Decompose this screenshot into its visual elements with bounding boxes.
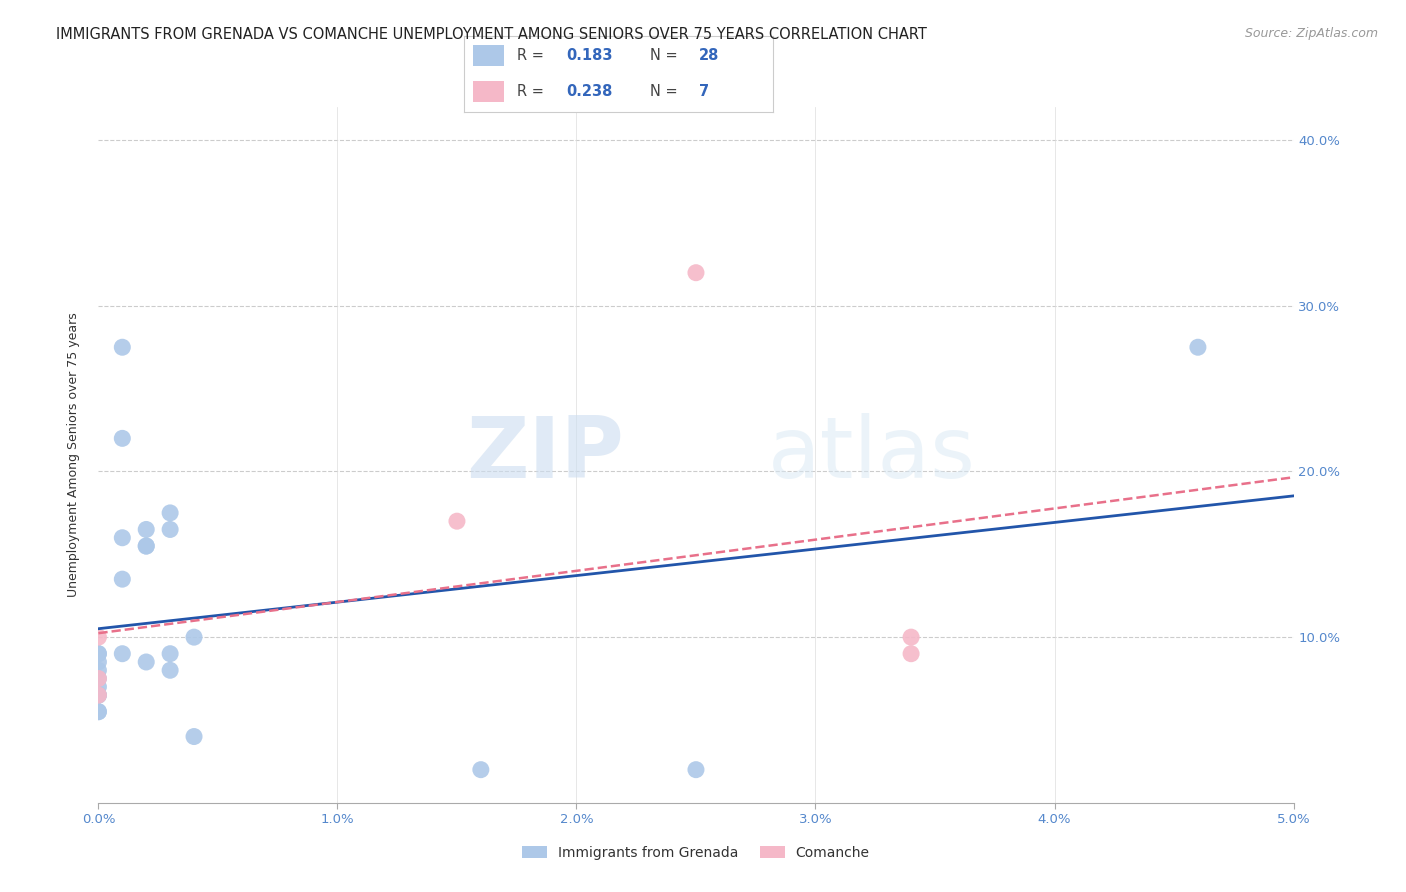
Point [183, 630, 205, 644]
Point [87, 647, 110, 661]
Point [159, 523, 181, 537]
Text: 28: 28 [699, 47, 720, 62]
Point [87, 688, 110, 702]
Text: IMMIGRANTS FROM GRENADA VS COMANCHE UNEMPLOYMENT AMONG SENIORS OVER 75 YEARS COR: IMMIGRANTS FROM GRENADA VS COMANCHE UNEM… [56, 27, 927, 42]
Point [135, 539, 157, 553]
Point [135, 539, 157, 553]
Text: N =: N = [650, 84, 682, 99]
Text: ZIP: ZIP [467, 413, 624, 497]
Text: R =: R = [516, 47, 548, 62]
Text: Source: ZipAtlas.com: Source: ZipAtlas.com [1244, 27, 1378, 40]
Point [470, 763, 492, 777]
Point [685, 266, 707, 280]
Point [159, 506, 181, 520]
Point [87, 630, 110, 644]
Text: N =: N = [650, 47, 682, 62]
Bar [474, 81, 505, 103]
Point [87, 705, 110, 719]
Legend: Immigrants from Grenada, Comanche: Immigrants from Grenada, Comanche [516, 840, 876, 865]
Text: 0.238: 0.238 [567, 84, 613, 99]
Point [87, 705, 110, 719]
Point [900, 630, 922, 644]
Point [111, 572, 134, 586]
Text: 0.183: 0.183 [567, 47, 613, 62]
Text: R =: R = [516, 84, 548, 99]
Point [87, 688, 110, 702]
Point [87, 672, 110, 686]
Point [900, 647, 922, 661]
Point [111, 431, 134, 445]
Point [685, 763, 707, 777]
Point [87, 672, 110, 686]
Point [111, 531, 134, 545]
Point [111, 340, 134, 354]
Point [159, 647, 181, 661]
Point [111, 647, 134, 661]
Point [87, 680, 110, 694]
Text: 7: 7 [699, 84, 709, 99]
Point [1187, 340, 1209, 354]
Point [135, 655, 157, 669]
Point [87, 647, 110, 661]
Point [87, 655, 110, 669]
Point [159, 663, 181, 677]
Point [135, 523, 157, 537]
Point [87, 663, 110, 677]
Y-axis label: Unemployment Among Seniors over 75 years: Unemployment Among Seniors over 75 years [67, 312, 80, 598]
Point [446, 514, 468, 528]
Bar [474, 45, 505, 66]
Text: atlas: atlas [768, 413, 976, 497]
Point [87, 688, 110, 702]
Point [183, 730, 205, 744]
